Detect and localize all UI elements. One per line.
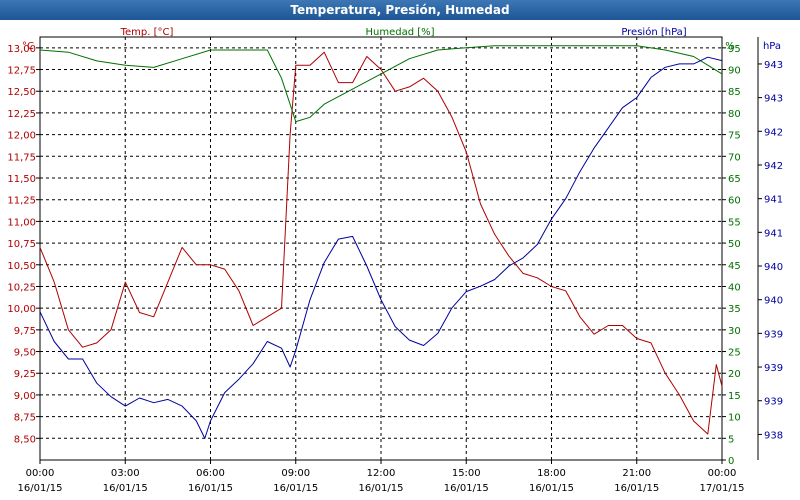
humidity-tick-label: 60 <box>728 196 741 207</box>
x-tick-label-date: 16/01/15 <box>103 483 148 494</box>
temp-tick-label: 10,50 <box>7 261 36 272</box>
pressure-unit-label: hPa <box>763 41 781 52</box>
humidity-tick-label: 55 <box>728 217 741 228</box>
temp-tick-label: 10,25 <box>7 282 36 293</box>
pressure-tick-label: 942 <box>764 161 783 172</box>
series-line-temp <box>39 51 723 435</box>
humidity-tick-label: 5 <box>728 434 734 445</box>
temp-tick-label: 12,50 <box>7 87 36 98</box>
humidity-tick-label: 75 <box>728 131 741 142</box>
x-tick-label-date: 16/01/15 <box>529 483 574 494</box>
x-tick-label-time: 12:00 <box>367 468 396 479</box>
temp-tick-label: 9,00 <box>14 391 36 402</box>
temp-tick-label: 11,50 <box>7 174 36 185</box>
humidity-tick-label: 80 <box>728 109 741 120</box>
series-line-pressure <box>39 56 723 439</box>
humidity-tick-label: 70 <box>728 152 741 163</box>
humidity-tick-label: 50 <box>728 239 741 250</box>
humidity-tick-label: 65 <box>728 174 741 185</box>
chart-title: Temperatura, Presión, Humedad <box>0 0 800 20</box>
humidity-tick-label: 20 <box>728 369 741 380</box>
pressure-tick-label: 940 <box>764 296 783 307</box>
pressure-tick-label: 940 <box>764 262 783 273</box>
temp-tick-label: 8,75 <box>14 413 36 424</box>
series-line-humidity <box>39 45 723 123</box>
pressure-tick-label: 939 <box>764 329 783 340</box>
humidity-unit-label: % <box>725 41 735 52</box>
pressure-tick-label: 943 <box>764 60 783 71</box>
temp-tick-label: 9,75 <box>14 326 36 337</box>
x-tick-label-time: 15:00 <box>452 468 481 479</box>
x-tick-label-time: 18:00 <box>537 468 566 479</box>
temp-tick-label: 11,25 <box>7 196 36 207</box>
x-tick-label-time: 21:00 <box>622 468 651 479</box>
humidity-tick-label: 15 <box>728 391 741 402</box>
humidity-axis-title: Humedad [%] <box>365 27 434 38</box>
x-tick-label-date: 16/01/15 <box>273 483 318 494</box>
x-tick-label-date: 16/01/15 <box>359 483 404 494</box>
pressure-tick-label: 941 <box>764 195 783 206</box>
pressure-tick-label: 938 <box>764 430 783 441</box>
humidity-tick-label: 30 <box>728 326 741 337</box>
humidity-tick-label: 85 <box>728 87 741 98</box>
x-tick-label-date: 16/01/15 <box>188 483 233 494</box>
x-tick-label-date: 16/01/15 <box>444 483 489 494</box>
temp-tick-label: 13,00 <box>7 44 36 55</box>
series-lines <box>39 45 723 439</box>
humidity-tick-label: 10 <box>728 413 741 424</box>
humidity-tick-label: 40 <box>728 282 741 293</box>
temp-tick-label: 12,25 <box>7 109 36 120</box>
x-tick-label-date: 16/01/15 <box>614 483 659 494</box>
pressure-tick-label: 939 <box>764 397 783 408</box>
temp-tick-label: 9,25 <box>14 369 36 380</box>
humidity-tick-label: 0 <box>728 456 734 467</box>
temp-unit-label: °C <box>22 41 34 52</box>
temp-tick-label: 10,00 <box>7 304 36 315</box>
grid-lines <box>36 37 762 464</box>
temp-axis-title: Temp. [°C] <box>120 27 174 38</box>
temp-tick-label: 12,00 <box>7 131 36 142</box>
temp-tick-label: 8,50 <box>14 434 36 445</box>
temp-tick-label: 11,75 <box>7 152 36 163</box>
temp-tick-label: 12,75 <box>7 66 36 77</box>
x-tick-label-time: 00:00 <box>708 468 737 479</box>
humidity-tick-label: 35 <box>728 304 741 315</box>
chart-svg: 00:00 16/01/15 03:00 16/01/15 06:00 16/01/15 0… <box>0 20 800 500</box>
temp-tick-label: 9,50 <box>14 348 36 359</box>
humidity-tick-label: 90 <box>728 66 741 77</box>
pressure-axis-title: Presión [hPa] <box>621 26 686 38</box>
x-tick-label-time: 03:00 <box>111 468 140 479</box>
x-tick-label-date: 17/01/15 <box>700 483 745 494</box>
x-tick-label-time: 00:00 <box>26 468 55 479</box>
pressure-tick-label: 943 <box>764 94 783 105</box>
x-tick-label-time: 06:00 <box>196 468 225 479</box>
x-tick-label-date: 16/01/15 <box>18 483 63 494</box>
chart-background <box>0 20 800 500</box>
pressure-tick-label: 942 <box>764 127 783 138</box>
x-tick-label-time: 09:00 <box>281 468 310 479</box>
pressure-tick-label: 939 <box>764 363 783 374</box>
pressure-tick-label: 941 <box>764 228 783 239</box>
humidity-tick-label: 25 <box>728 348 741 359</box>
humidity-tick-label: 95 <box>728 44 741 55</box>
temp-tick-label: 10,75 <box>7 239 36 250</box>
humidity-tick-label: 45 <box>728 261 741 272</box>
axis-labels: 00:00 16/01/15 03:00 16/01/15 06:00 16/01/15 0… <box>7 26 783 494</box>
temp-tick-label: 11,00 <box>7 217 36 228</box>
